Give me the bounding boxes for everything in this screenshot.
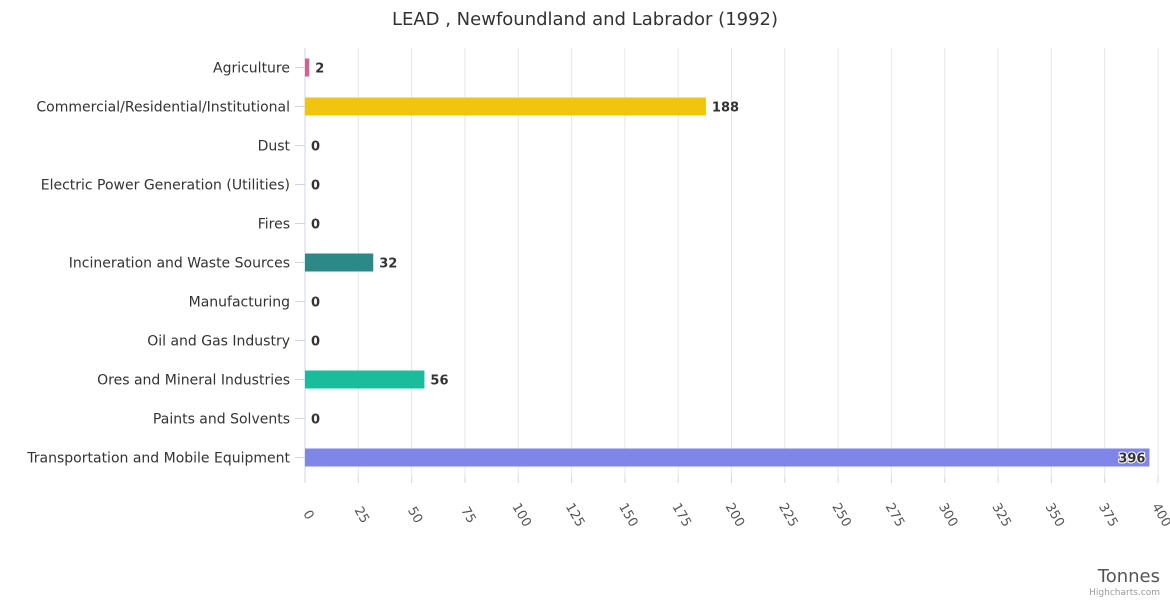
x-tick-label: 275 (882, 501, 907, 530)
x-tick-label: 400 (1148, 501, 1170, 530)
category-label: Agriculture (213, 61, 290, 77)
data-label: 396 (1118, 452, 1145, 467)
x-tick-label: 50 (404, 504, 425, 526)
data-label: 0 (311, 335, 320, 350)
bar[interactable] (305, 253, 374, 272)
data-label: 2 (315, 62, 324, 77)
x-tick-label: 325 (988, 501, 1013, 530)
bar[interactable] (305, 370, 425, 389)
data-label: 0 (311, 218, 320, 233)
data-label: 0 (311, 296, 320, 311)
category-label: Commercial/Residential/Institutional (36, 100, 290, 116)
x-tick-label: 75 (457, 504, 478, 526)
x-tick-label: 225 (775, 501, 800, 530)
x-tick-label: 0 (299, 508, 316, 523)
category-label: Paints and Solvents (153, 412, 290, 428)
x-tick-label: 150 (615, 501, 640, 530)
bar[interactable] (305, 58, 310, 77)
chart-title: LEAD , Newfoundland and Labrador (1992) (392, 9, 778, 30)
x-tick-label: 300 (935, 501, 960, 530)
category-label: Incineration and Waste Sources (69, 256, 290, 272)
category-label: Manufacturing (189, 295, 290, 311)
data-label: 32 (379, 257, 397, 272)
x-tick-label: 175 (669, 501, 694, 530)
x-tick-label: 350 (1042, 501, 1067, 530)
data-label: 188 (712, 101, 739, 116)
x-tick-label: 375 (1095, 501, 1120, 530)
x-axis-title: Tonnes (1097, 566, 1160, 587)
data-label: 0 (311, 140, 320, 155)
category-label: Transportation and Mobile Equipment (26, 451, 290, 467)
category-label: Electric Power Generation (Utilities) (41, 178, 290, 194)
category-label: Ores and Mineral Industries (97, 373, 290, 389)
data-label: 56 (430, 374, 448, 389)
bar[interactable] (305, 448, 1150, 467)
bar[interactable] (305, 97, 706, 116)
credits-link[interactable]: Highcharts.com (1089, 588, 1160, 598)
x-tick-label: 250 (828, 501, 853, 530)
x-tick-label: 25 (351, 504, 372, 526)
data-label: 0 (311, 179, 320, 194)
x-tick-label: 100 (509, 501, 534, 530)
category-label: Oil and Gas Industry (147, 334, 290, 350)
x-tick-label: 200 (722, 501, 747, 530)
data-label: 0 (311, 413, 320, 428)
category-label: Fires (258, 217, 290, 233)
category-label: Dust (258, 139, 291, 155)
x-tick-label: 125 (562, 501, 587, 530)
